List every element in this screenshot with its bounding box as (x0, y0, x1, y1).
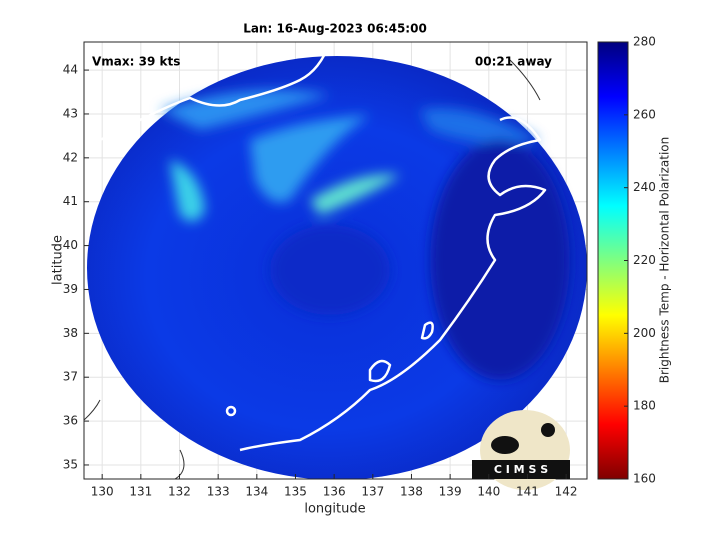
y-tick-label: 39 (63, 282, 78, 296)
coastline (368, 359, 392, 383)
island (225, 405, 237, 417)
logo: C I M S S (472, 410, 570, 490)
x-tick-label: 134 (245, 485, 268, 499)
y-tick-label: 41 (63, 194, 78, 208)
logo-icon (541, 423, 555, 437)
y-tick-label: 35 (63, 457, 78, 471)
x-axis-label: longitude (304, 502, 365, 517)
annotation: 00:21 away (475, 55, 552, 69)
y-tick-label: 38 (63, 326, 78, 340)
x-tick-label: 135 (284, 485, 307, 499)
y-tick-label: 43 (63, 106, 78, 120)
x-tick-label: 141 (516, 485, 539, 499)
logo-bar (472, 460, 570, 479)
x-tick-label: 130 (91, 485, 114, 499)
colorbar-tick-label: 160 (633, 472, 656, 486)
y-tick-label: 44 (63, 63, 78, 77)
coastline (84, 59, 541, 479)
x-tick-label: 132 (168, 485, 191, 499)
x-tick-label: 131 (129, 485, 152, 499)
colorbar-tick-label: 200 (633, 326, 656, 340)
x-tick-label: 140 (477, 485, 500, 499)
colorbar-tick-label: 280 (633, 35, 656, 49)
colorbar-tick-label: 220 (633, 253, 656, 267)
x-tick-label: 137 (361, 485, 384, 499)
x-tick-label: 133 (207, 485, 230, 499)
y-axis-label: latitude (51, 235, 66, 285)
satellite-image (84, 42, 587, 479)
y-tick-label: 37 (63, 370, 78, 384)
y-tick-label: 36 (63, 414, 78, 428)
logo-text: C I M S S (494, 463, 548, 476)
coastline (239, 116, 547, 452)
logo-icon (491, 436, 519, 454)
colorbar-tick-label: 240 (633, 180, 656, 194)
title: Lan: 16-Aug-2023 06:45:00 (243, 22, 427, 36)
x-tick-label: 136 (323, 485, 346, 499)
colorbar-tick-label: 180 (633, 399, 656, 413)
plot-frame (83, 41, 588, 480)
coastline (420, 321, 434, 340)
annotation: Vmax: 39 kts (92, 55, 180, 69)
x-tick-label: 142 (555, 485, 578, 499)
y-tick-label: 40 (63, 238, 78, 252)
colorbar (597, 41, 629, 480)
colorbar-tick-label: 260 (633, 107, 656, 121)
colorbar-label: Brightness Temp - Horizontal Polarizatio… (658, 137, 672, 384)
coastline (99, 42, 332, 142)
y-tick-label: 42 (63, 150, 78, 164)
x-tick-label: 139 (439, 485, 462, 499)
x-tick-label: 138 (400, 485, 423, 499)
